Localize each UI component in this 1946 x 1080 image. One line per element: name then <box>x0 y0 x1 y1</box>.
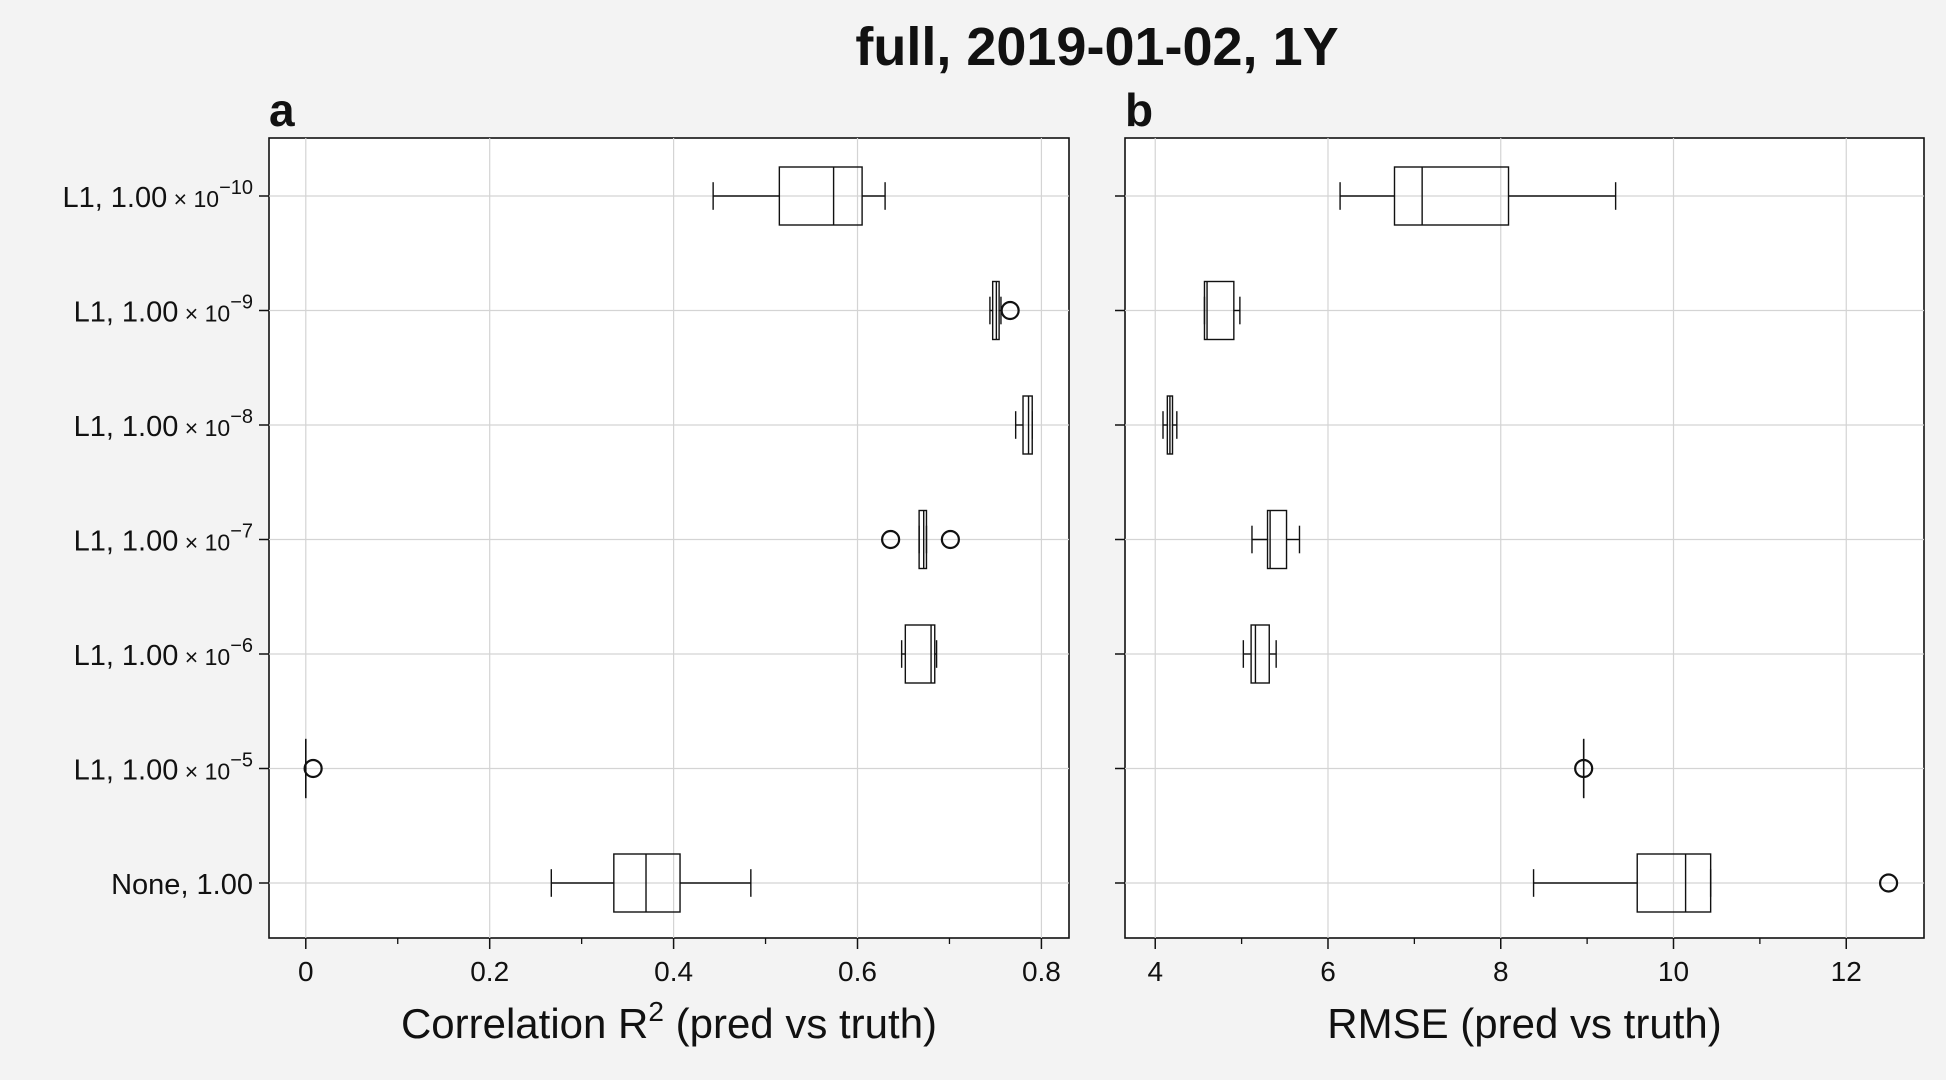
y-tick-label: L1, 1.00 × 10−6 <box>74 635 253 672</box>
outlier-point <box>1574 758 1594 779</box>
x-axis-label: Correlation R2 (pred vs truth) <box>401 996 937 1047</box>
iqr-box <box>1203 280 1235 341</box>
x-tick-label: 6 <box>1320 956 1336 987</box>
x-tick-label: 8 <box>1493 956 1509 987</box>
panel-label: a <box>269 84 295 136</box>
plot-area <box>1124 137 1925 939</box>
box-plot <box>900 624 938 684</box>
panel-a: a 0 0.2 0.4 0.6 0.8 L1, 1.00 × 10−10 L1, 1.00 ×… <box>62 84 1070 1047</box>
y-tick-label: L1, 1.00 × 10−10 <box>62 177 253 214</box>
box-plot <box>1532 853 1899 913</box>
iqr-box <box>1266 509 1288 570</box>
box-plot <box>1251 509 1301 570</box>
box-plot <box>1339 166 1617 226</box>
x-tick-label: 0.4 <box>654 956 693 987</box>
outlier-point <box>1000 300 1020 321</box>
panel-b: b 4 6 8 10 12 RMSE (pred vs truth) <box>1115 84 1925 1047</box>
x-tick-label: 0.6 <box>838 956 877 987</box>
outlier-point <box>940 529 960 550</box>
outlier-point <box>881 529 901 550</box>
box-plot <box>881 509 960 570</box>
x-tick-label: 0.8 <box>1022 956 1061 987</box>
box-plot <box>712 166 886 226</box>
panel-label: b <box>1125 84 1153 136</box>
y-tick-label: L1, 1.00 × 10−5 <box>74 750 253 787</box>
chart-title: full, 2019-01-02, 1Y <box>855 17 1338 77</box>
iqr-box <box>613 853 681 913</box>
box-plot <box>303 738 323 799</box>
box-plot <box>1162 395 1178 455</box>
x-tick-label: 12 <box>1831 956 1862 987</box>
outlier-point <box>303 758 323 779</box>
iqr-box <box>778 166 863 226</box>
box-plot <box>1014 395 1033 455</box>
x-tick-label: 10 <box>1658 956 1689 987</box>
y-tick-label: L1, 1.00 × 10−8 <box>74 406 253 443</box>
box-plot <box>1574 738 1594 799</box>
iqr-box <box>1022 395 1033 455</box>
y-tick-label: None, 1.00 <box>111 869 253 901</box>
iqr-box <box>904 624 936 684</box>
x-tick-label: 0.2 <box>470 956 509 987</box>
x-axis-label: RMSE (pred vs truth) <box>1327 1000 1721 1047</box>
plot-area <box>268 137 1070 939</box>
x-tick-label: 0 <box>298 956 314 987</box>
iqr-box <box>1636 853 1712 913</box>
outlier-point <box>1878 873 1899 893</box>
box-plot <box>1242 624 1277 684</box>
y-tick-label: L1, 1.00 × 10−7 <box>74 521 253 558</box>
box-plot <box>550 853 752 913</box>
box-plot <box>1203 280 1241 341</box>
iqr-box <box>1250 624 1270 684</box>
y-tick-label: L1, 1.00 × 10−9 <box>74 292 253 329</box>
iqr-box <box>1393 166 1510 226</box>
x-tick-label: 4 <box>1147 956 1163 987</box>
box-plot <box>989 280 1020 341</box>
iqr-box <box>918 509 928 570</box>
